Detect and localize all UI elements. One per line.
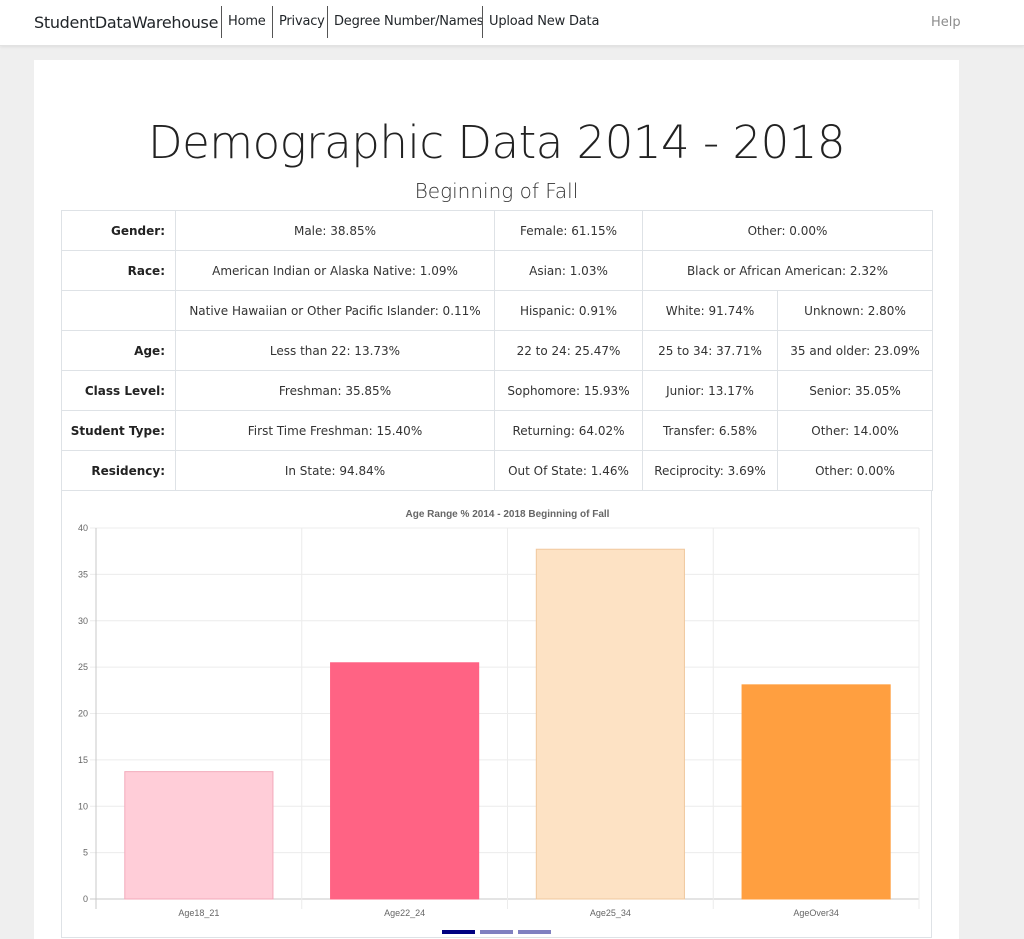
cell-class-2: Sophomore: 15.93% (494, 370, 643, 411)
bar-Age22_24 (330, 662, 480, 900)
cell-res-3: Reciprocity: 3.69% (642, 450, 778, 491)
cell-res-2: Out Of State: 1.46% (494, 450, 643, 491)
page-subtitle: Beginning of Fall (414, 179, 579, 203)
nav-upload-link[interactable]: Upload New Data (482, 6, 605, 38)
table-row-student-type: Student Type: First Time Freshman: 15.40… (61, 410, 933, 451)
carousel-indicator-3[interactable] (518, 930, 551, 934)
table-row-race: Race: American Indian or Alaska Native: … (61, 250, 933, 291)
y-tick-label: 5 (83, 848, 88, 858)
cell-age-4: 35 and older: 23.09% (777, 330, 933, 371)
row-label-student-type: Student Type: (61, 410, 176, 451)
chart-title: Age Range % 2014 - 2018 Beginning of Fal… (406, 509, 610, 520)
cell-type-2: Returning: 64.02% (494, 410, 643, 451)
cell-type-1: First Time Freshman: 15.40% (175, 410, 495, 451)
table-row-age: Age: Less than 22: 13.73% 22 to 24: 25.4… (61, 330, 933, 371)
bar-Age18_21 (124, 771, 274, 900)
cell-race-hawaiian: Native Hawaiian or Other Pacific Islande… (175, 290, 495, 331)
y-tick-label: 20 (78, 709, 88, 719)
cell-gender-other: Other: 0.00% (642, 210, 933, 251)
carousel-indicator-2[interactable] (480, 930, 513, 934)
x-tick-label: Age22_24 (384, 908, 425, 918)
row-label-race: Race: (61, 250, 176, 291)
nav-degree-names-link[interactable]: Degree Number/Names (327, 6, 489, 38)
content-card: Demographic Data 2014 - 2018 Beginning o… (34, 60, 959, 939)
cell-gender-female: Female: 61.15% (494, 210, 643, 251)
x-tick-label: Age18_21 (178, 908, 219, 918)
cell-race-american-indian: American Indian or Alaska Native: 1.09% (175, 250, 495, 291)
y-tick-label: 40 (78, 523, 88, 533)
cell-race-unknown: Unknown: 2.80% (777, 290, 933, 331)
table-row-residency: Residency: In State: 94.84% Out Of State… (61, 450, 933, 491)
cell-race-asian: Asian: 1.03% (494, 250, 643, 291)
bar-AgeOver34 (741, 684, 891, 900)
cell-race-hispanic: Hispanic: 0.91% (494, 290, 643, 331)
top-navbar: StudentDataWarehouse Home Privacy Degree… (0, 0, 1024, 46)
demographics-table: Gender: Male: 38.85% Female: 61.15% Othe… (61, 210, 933, 491)
carousel-indicator-1[interactable] (442, 930, 475, 934)
cell-class-1: Freshman: 35.85% (175, 370, 495, 411)
nav-home-link[interactable]: Home (221, 6, 272, 38)
x-tick-label: Age25_34 (590, 908, 631, 918)
row-label-gender: Gender: (61, 210, 176, 251)
row-label-age: Age: (61, 330, 176, 371)
cell-age-3: 25 to 34: 37.71% (642, 330, 778, 371)
cell-gender-male: Male: 38.85% (175, 210, 495, 251)
y-tick-label: 35 (78, 569, 88, 579)
table-row-gender: Gender: Male: 38.85% Female: 61.15% Othe… (61, 210, 933, 251)
y-tick-label: 25 (78, 662, 88, 672)
y-tick-label: 15 (78, 755, 88, 765)
row-label-empty (61, 290, 176, 331)
help-link[interactable]: Help (931, 15, 961, 30)
age-range-bar-chart: Age Range % 2014 - 2018 Beginning of Fal… (78, 509, 920, 918)
cell-class-3: Junior: 13.17% (642, 370, 778, 411)
x-tick-label: AgeOver34 (793, 908, 839, 918)
nav-privacy-link[interactable]: Privacy (272, 6, 331, 38)
y-tick-label: 10 (78, 801, 88, 811)
cell-age-2: 22 to 24: 25.47% (494, 330, 643, 371)
row-label-class-level: Class Level: (61, 370, 176, 411)
cell-age-1: Less than 22: 13.73% (175, 330, 495, 371)
y-tick-label: 0 (83, 894, 88, 904)
brand-link[interactable]: StudentDataWarehouse (34, 13, 219, 32)
page-title: Demographic Data 2014 - 2018 (147, 116, 846, 169)
cell-race-white: White: 91.74% (642, 290, 778, 331)
age-range-chart-container: Age Range % 2014 - 2018 Beginning of Fal… (61, 490, 932, 938)
cell-res-1: In State: 94.84% (175, 450, 495, 491)
cell-type-4: Other: 14.00% (777, 410, 933, 451)
cell-type-3: Transfer: 6.58% (642, 410, 778, 451)
cell-res-4: Other: 0.00% (777, 450, 933, 491)
y-tick-label: 30 (78, 616, 88, 626)
table-row-class-level: Class Level: Freshman: 35.85% Sophomore:… (61, 370, 933, 411)
cell-race-black: Black or African American: 2.32% (642, 250, 933, 291)
cell-class-4: Senior: 35.05% (777, 370, 933, 411)
bar-Age25_34 (535, 548, 685, 900)
row-label-residency: Residency: (61, 450, 176, 491)
table-row-race-2: Native Hawaiian or Other Pacific Islande… (61, 290, 933, 331)
